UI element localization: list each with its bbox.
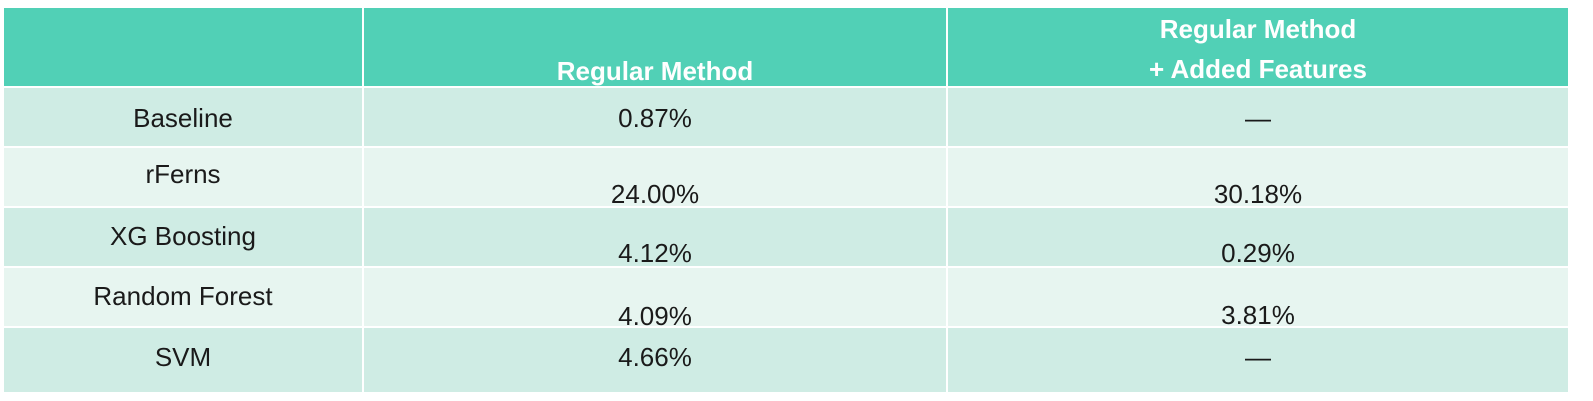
regular-method-value: 4.66%: [618, 342, 692, 372]
regular-method-value: 4.09%: [618, 301, 692, 331]
table-row: Baseline 0.87% —: [4, 88, 1568, 148]
header-cell-empty: [4, 8, 364, 88]
header-added-features-line1: Regular Method: [1159, 14, 1357, 44]
added-features-value: 0.29%: [1221, 238, 1295, 268]
regular-method-value: 0.87%: [618, 103, 692, 133]
added-features-cell: —: [948, 328, 1568, 394]
header-cell-regular-method: Regular Method: [364, 8, 948, 88]
row-label-cell: Random Forest: [4, 268, 364, 328]
regular-method-cell: 0.87%: [364, 88, 948, 148]
header-regular-method-label: Regular Method: [556, 56, 754, 86]
header-added-features-line2: + Added Features: [1149, 54, 1367, 84]
added-features-value: 30.18%: [1213, 179, 1303, 209]
table-row: Random Forest 4.09% 3.81%: [4, 268, 1568, 331]
row-label: SVM: [154, 342, 212, 372]
regular-method-cell: 24.00%: [364, 148, 948, 208]
added-features-cell: —: [948, 88, 1568, 148]
regular-method-cell: 4.66%: [364, 328, 948, 394]
added-features-cell: 0.29%: [948, 208, 1568, 268]
table-row: rFerns 24.00% 30.18%: [4, 148, 1568, 208]
regular-method-cell: 4.12%: [364, 208, 948, 268]
table-header-row: Regular Method Regular Method + Added Fe…: [4, 8, 1568, 88]
row-label: rFerns: [145, 159, 221, 189]
added-features-value: —: [1245, 342, 1271, 372]
row-label: Baseline: [133, 103, 233, 133]
regular-method-value: 24.00%: [610, 179, 700, 209]
row-label-cell: rFerns: [4, 148, 364, 208]
row-label: Random Forest: [93, 281, 273, 311]
table-row: XG Boosting 4.12% 0.29%: [4, 208, 1568, 268]
header-cell-added-features: Regular Method + Added Features: [948, 8, 1568, 88]
added-features-cell: 3.81%: [948, 268, 1568, 328]
row-label-cell: SVM: [4, 328, 364, 394]
regular-method-cell: 4.09%: [364, 268, 948, 331]
regular-method-value: 4.12%: [618, 238, 692, 268]
table-row: SVM 4.66% —: [4, 328, 1568, 394]
added-features-cell: 30.18%: [948, 148, 1568, 208]
added-features-value: —: [1245, 103, 1271, 133]
added-features-value: 3.81%: [1221, 300, 1295, 330]
row-label-cell: Baseline: [4, 88, 364, 148]
row-label: XG Boosting: [110, 221, 256, 251]
row-label-cell: XG Boosting: [4, 208, 364, 268]
